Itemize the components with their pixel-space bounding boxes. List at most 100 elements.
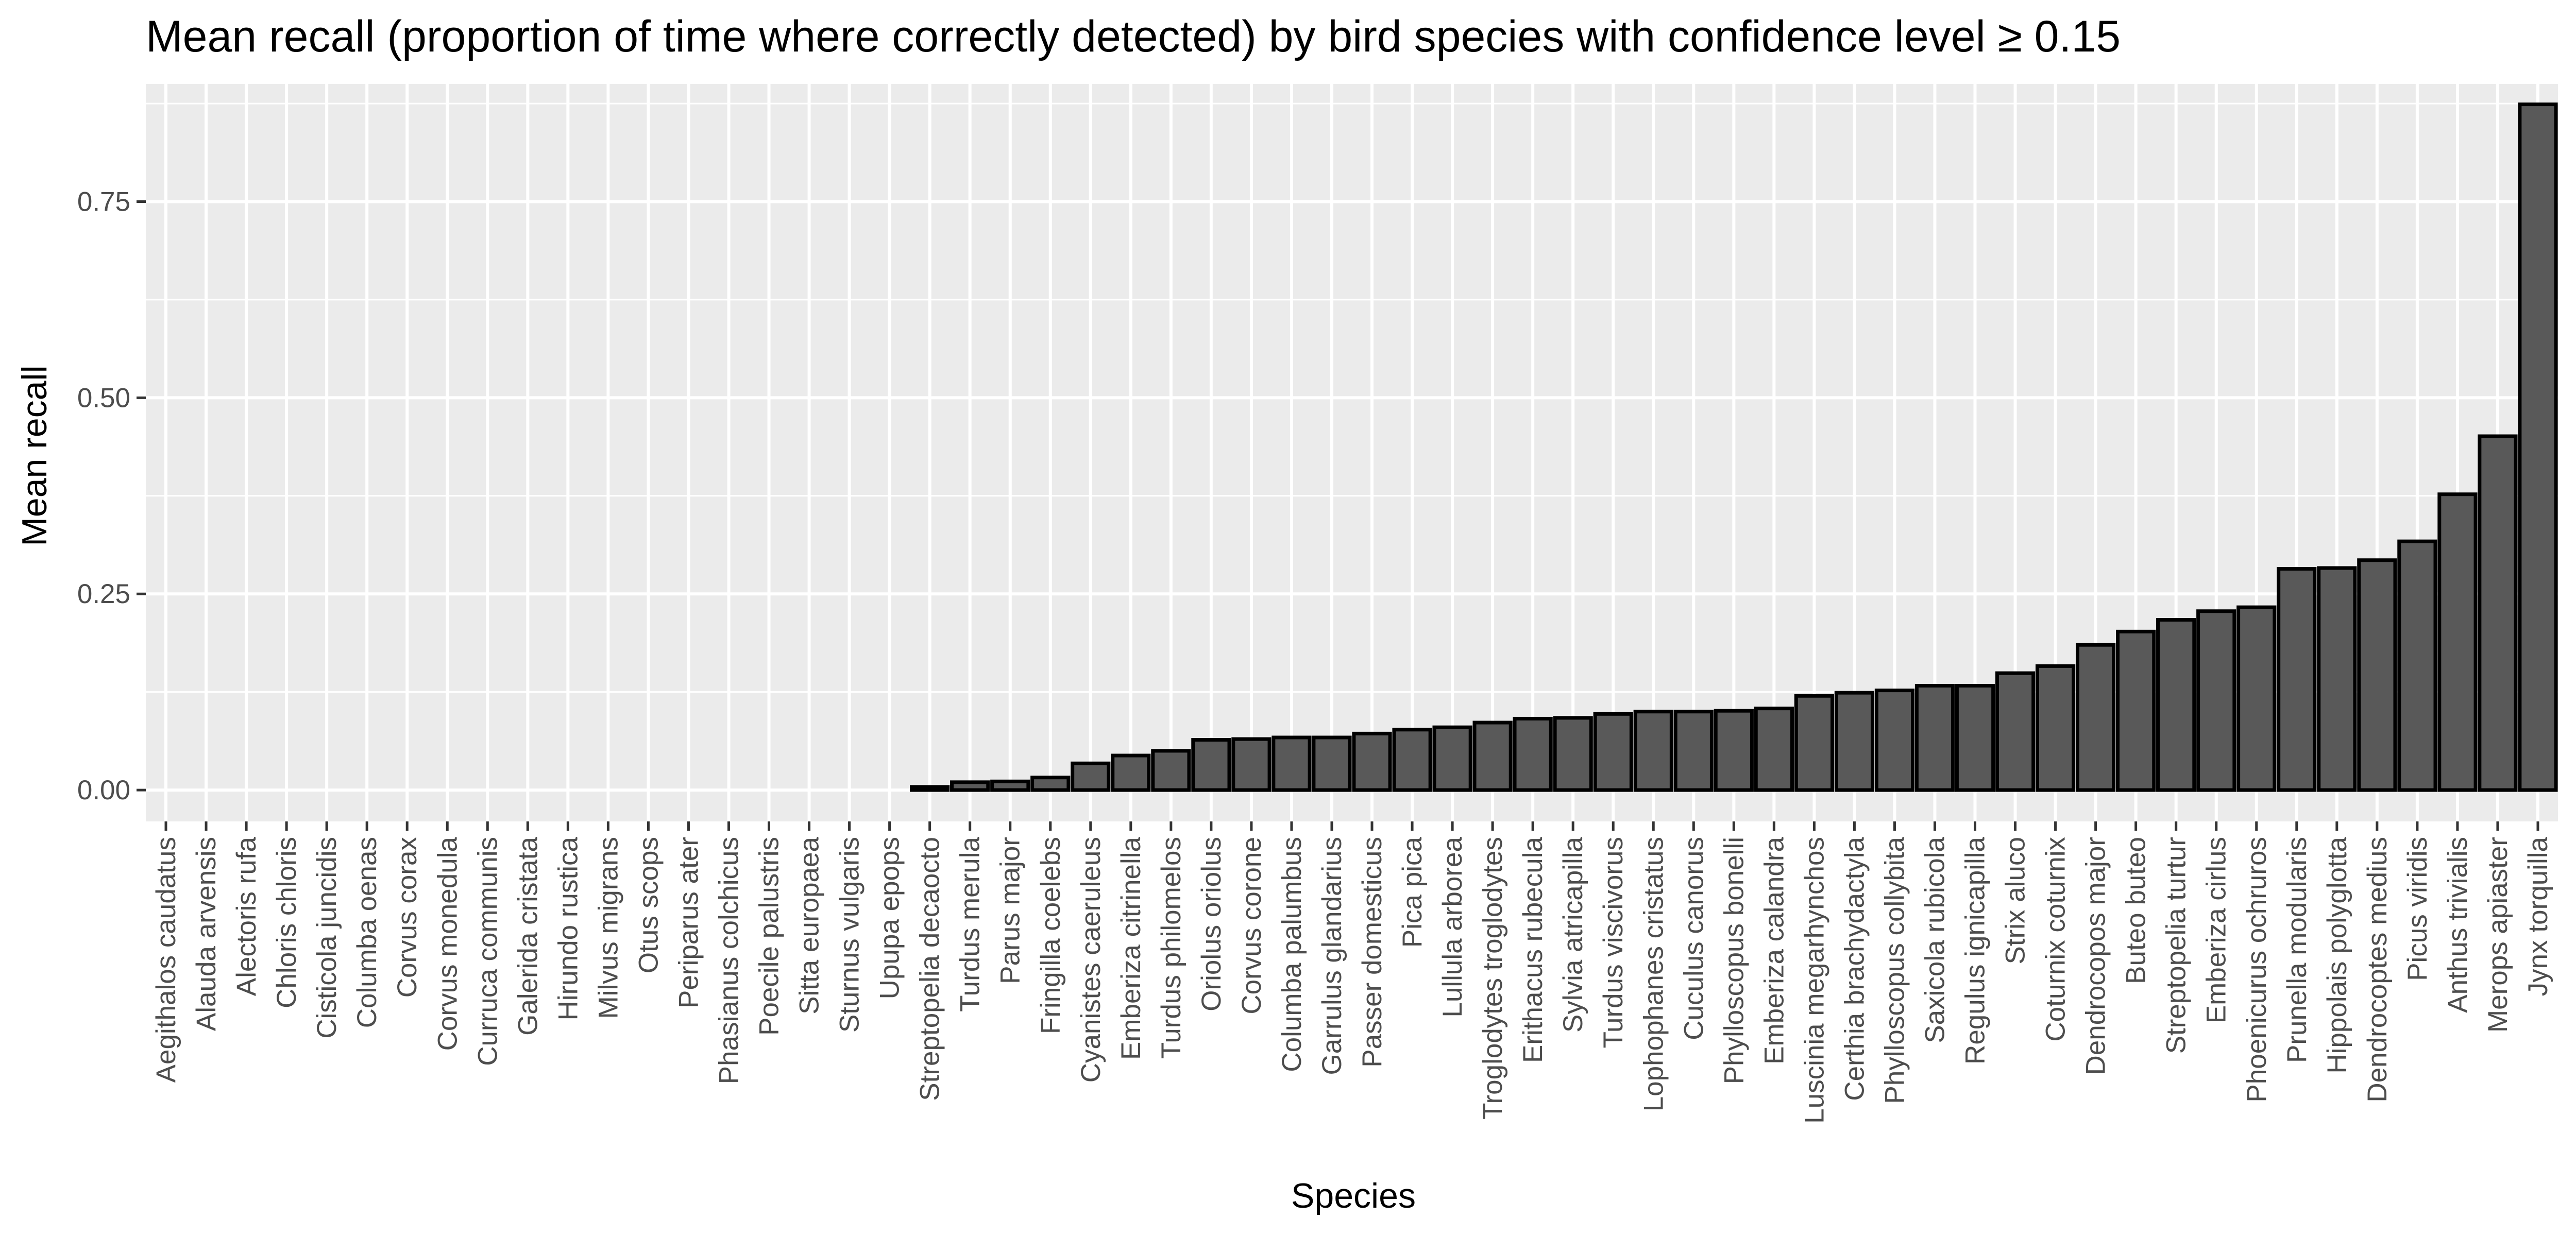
bar-oriolus-oriolus [1191, 738, 1231, 792]
x-tick-label: Emberiza calandra [1759, 836, 1789, 1064]
bar-phoenicurus-ochruros [2236, 605, 2277, 792]
x-tick-label: Aegithalos caudatus [151, 837, 181, 1083]
x-tick-label: Phylloscopus bonelli [1719, 837, 1749, 1084]
bar-certhia-brachydactyla [1834, 691, 1875, 792]
x-tick-label: Pica pica [1397, 836, 1428, 948]
x-tick-label: Curruca communis [472, 837, 503, 1066]
x-axis: Aegithalos caudatus Alauda arvensis Alecto… [151, 821, 2553, 1124]
x-tick-label: Parus major [995, 837, 1026, 984]
x-tick-label: Anthus trivialis [2443, 837, 2473, 1013]
x-tick-label: Turdus viscivorus [1598, 837, 1629, 1048]
bar-turdus-viscivorus [1593, 712, 1633, 792]
bar-corvus-corone [1231, 737, 1272, 792]
x-tick-label: Upupa epops [875, 837, 905, 999]
bar-phylloscopus-bonelli [1714, 709, 1754, 792]
bar-streptopelia-decaocto [910, 785, 950, 792]
x-tick-label: Emberiza cirlus [2201, 837, 2232, 1023]
bar-merops-apiaster [2478, 434, 2518, 792]
x-tick-label: Buteo buteo [2121, 837, 2151, 984]
x-tick-label: Alectoris rufa [231, 836, 262, 996]
x-tick-label: Cuculus canorus [1679, 837, 1709, 1040]
x-tick-label: Turdus philomelos [1156, 837, 1187, 1059]
x-tick-label: Garrulus glandarius [1317, 837, 1347, 1075]
x-tick-label: Sylvia atricapilla [1558, 836, 1588, 1033]
x-tick-label: Merops apiaster [2483, 837, 2513, 1033]
bar-lullula-arborea [1432, 725, 1472, 792]
bar-cyanistes-caeruleus [1071, 761, 1111, 792]
bar-strix-aluco [1995, 671, 2036, 792]
x-tick-label: Emberiza citrinella [1116, 836, 1146, 1060]
bar-lophophanes-cristatus [1633, 710, 1673, 792]
x-tick-label: Streptopelia turtur [2161, 837, 2192, 1054]
bar-turdus-merula [950, 780, 990, 792]
bar-luscinia-megarhynchos [1794, 694, 1834, 792]
x-tick-label: Sitta europaea [794, 836, 825, 1014]
bar-emberiza-citrinella [1111, 753, 1151, 792]
x-tick-label: Erithacus rubecula [1518, 836, 1548, 1062]
x-tick-label: Hirundo rustica [553, 836, 583, 1020]
bar-parus-major [990, 779, 1030, 792]
x-tick-label: Lullula arborea [1437, 836, 1468, 1017]
y-tick-label: 0.50 [77, 383, 130, 413]
y-axis: 0.00 0.25 0.50 0.75 [77, 187, 146, 805]
bar-sylvia-atricapilla [1553, 716, 1593, 792]
x-tick-label: Picus viridis [2402, 837, 2433, 981]
chart-title: Mean recall (proportion of time where co… [146, 12, 2121, 61]
bar-cuculus-canorus [1673, 710, 1714, 792]
bar-garrulus-glandarius [1312, 735, 1352, 792]
x-tick-label: Coturnix coturnix [2041, 837, 2071, 1042]
x-tick-label: Regulus ignicapilla [1960, 836, 1991, 1064]
x-tick-label: Fringilla coelebs [1036, 837, 1066, 1034]
x-tick-label: Corvus monedula [432, 836, 463, 1051]
plot-panel [146, 84, 2558, 821]
x-tick-label: Streptopelia decaocto [915, 837, 945, 1101]
x-tick-label: Galerida cristata [513, 836, 543, 1035]
x-tick-label: Columba oenas [352, 837, 382, 1028]
x-tick-label: Saxicola rubicola [1920, 836, 1950, 1043]
bar-jynx-torquilla [2518, 102, 2558, 792]
bar-picus-viridis [2397, 539, 2437, 792]
x-tick-label: Poecile palustris [754, 837, 785, 1036]
x-tick-label: Passer domesticus [1357, 837, 1387, 1068]
bar-columba-palumbus [1272, 735, 1312, 792]
x-tick-label: Turdus merula [955, 836, 986, 1011]
x-tick-label: Corvus corax [392, 837, 422, 998]
y-tick-label: 0.25 [77, 579, 130, 609]
bar-passer-domesticus [1352, 731, 1392, 792]
major-gridlines [146, 84, 2558, 821]
bar-erithacus-rubecula [1513, 716, 1553, 792]
bar-regulus-ignicapilla [1955, 683, 1995, 792]
x-tick-label: Troglodytes troglodytes [1478, 837, 1508, 1120]
bar-hippolais-polyglotta [2317, 566, 2357, 792]
x-tick-label: Otus scops [633, 837, 664, 973]
minor-gridlines [146, 102, 2558, 693]
bar-dendrocopos-major [2076, 643, 2116, 792]
bars [910, 102, 2558, 792]
x-tick-label: Phoenicurus ochruros [2242, 837, 2272, 1103]
x-tick-label: Sturnus vulgaris [835, 837, 865, 1033]
x-tick-label: Phylloscopus collybita [1879, 836, 1910, 1104]
x-tick-label: Cisticola juncidis [312, 837, 342, 1039]
x-tick-label: Certhia brachydactyla [1839, 836, 1870, 1101]
bar-emberiza-cirlus [2196, 609, 2236, 792]
bar-emberiza-calandra [1754, 707, 1794, 792]
x-tick-label: Luscinia megarhynchos [1799, 837, 1829, 1124]
y-tick-label: 0.75 [77, 187, 130, 217]
x-tick-label: Hippolais polyglotta [2322, 836, 2352, 1073]
x-tick-label: Alauda arvensis [191, 837, 222, 1031]
y-tick-label: 0.00 [77, 775, 130, 805]
x-tick-label: Oriolus oriolus [1196, 837, 1227, 1011]
bar-coturnix-coturnix [2035, 664, 2076, 792]
bar-fringilla-coelebs [1030, 776, 1071, 792]
x-tick-label: Jynx torquilla [2523, 836, 2553, 996]
x-tick-label: Dendrocoptes medius [2362, 837, 2393, 1103]
bar-buteo-buteo [2116, 629, 2156, 792]
bar-phylloscopus-collybita [1874, 689, 1915, 792]
bar-dendrocoptes-medius [2357, 558, 2397, 792]
x-tick-label: Prunella modularis [2282, 837, 2312, 1063]
bar-saxicola-rubicola [1914, 683, 1955, 792]
x-tick-label: Milvus migrans [593, 837, 623, 1019]
bar-turdus-philomelos [1151, 749, 1191, 792]
x-tick-label: Corvus corone [1236, 837, 1267, 1015]
